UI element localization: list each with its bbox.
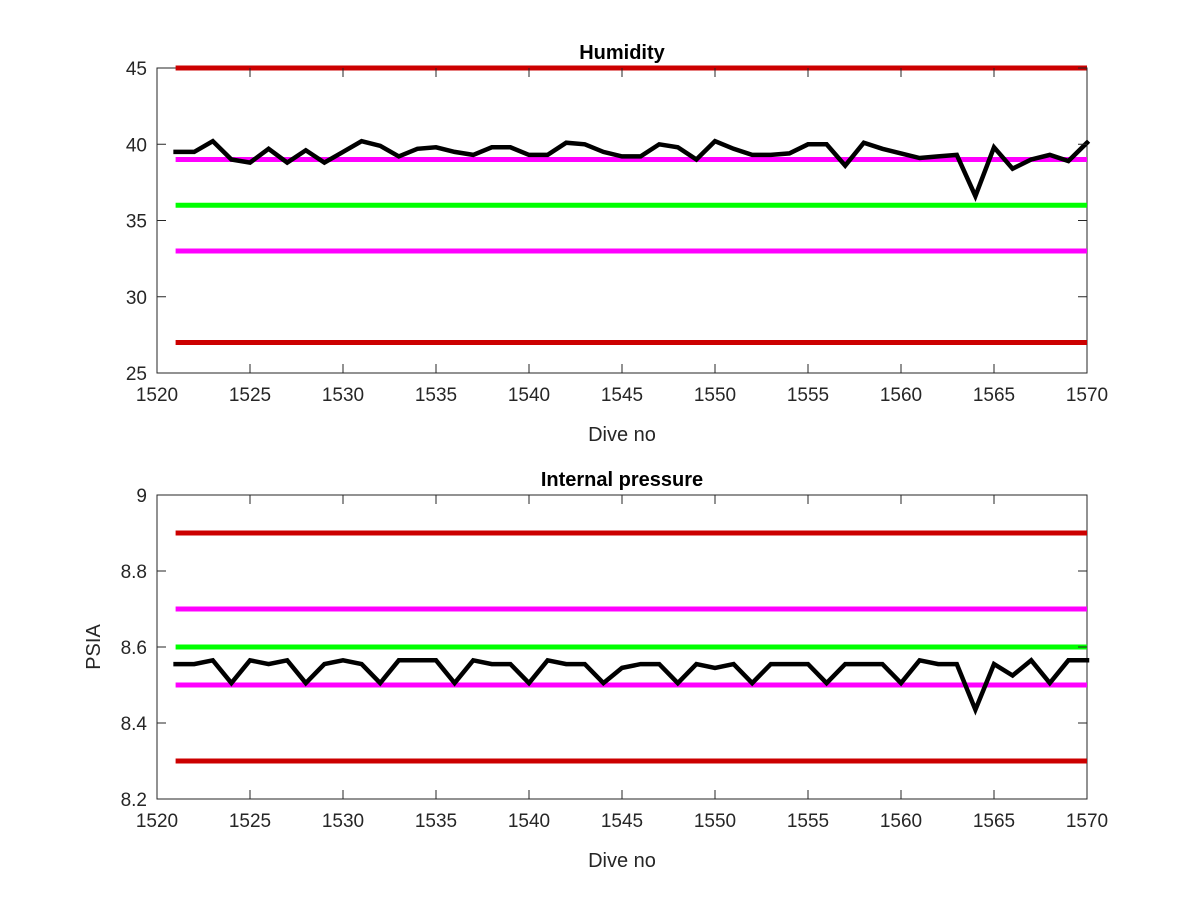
x-tick-label: 1565 (973, 385, 1015, 406)
series-line (173, 138, 1091, 202)
x-tick-label: 1520 (136, 385, 178, 406)
x-tick-label: 1550 (694, 385, 736, 406)
y-tick-label: 25 (126, 364, 147, 385)
y-axis-label: PSIA (83, 624, 105, 670)
y-tick-label: 45 (126, 59, 147, 80)
x-tick-label: 1530 (322, 385, 364, 406)
x-tick-label: 1570 (1066, 385, 1108, 406)
y-tick-label: 8.8 (121, 562, 147, 583)
y-tick-label: 40 (126, 135, 147, 156)
x-tick-label: 1545 (601, 811, 643, 832)
humidity-panel: 1520 1525 1530 1535 1540 1545 1550 1555 1560 1565… (126, 42, 1108, 446)
x-tick-label: 1520 (136, 811, 178, 832)
x-tick-label: 1545 (601, 385, 643, 406)
x-tick-label: 1540 (508, 811, 550, 832)
y-tick-label: 9 (136, 486, 147, 507)
y-tick-label: 8.4 (121, 714, 148, 735)
x-tick-label: 1560 (880, 385, 922, 406)
x-tick-label: 1535 (415, 385, 457, 406)
y-tick-label: 8.6 (121, 638, 147, 659)
x-tick-label: 1540 (508, 385, 550, 406)
x-tick-label: 1550 (694, 811, 736, 832)
axes-box (156, 67, 1088, 374)
x-tick-label: 1555 (787, 811, 829, 832)
x-tick-label: 1560 (880, 811, 922, 832)
chart-title: Humidity (579, 42, 665, 64)
x-tick-label: 1525 (229, 385, 271, 406)
x-tick-label: 1530 (322, 811, 364, 832)
chart-title: Internal pressure (541, 469, 703, 491)
y-tick-label: 35 (126, 212, 147, 233)
x-tick-label: 1525 (229, 811, 271, 832)
x-tick-label: 1570 (1066, 811, 1108, 832)
x-tick-label: 1535 (415, 811, 457, 832)
internal-pressure-panel: 1520 1525 1530 1535 1540 1545 1550 1555 1560 1565… (83, 469, 1108, 872)
x-tick-label: 1555 (787, 385, 829, 406)
y-tick-label: 30 (126, 288, 147, 309)
y-tick-label: 8.2 (121, 790, 147, 811)
series-line (173, 657, 1090, 716)
x-axis-label: Dive no (588, 424, 656, 446)
x-axis-label: Dive no (588, 850, 656, 872)
x-tick-label: 1565 (973, 811, 1015, 832)
